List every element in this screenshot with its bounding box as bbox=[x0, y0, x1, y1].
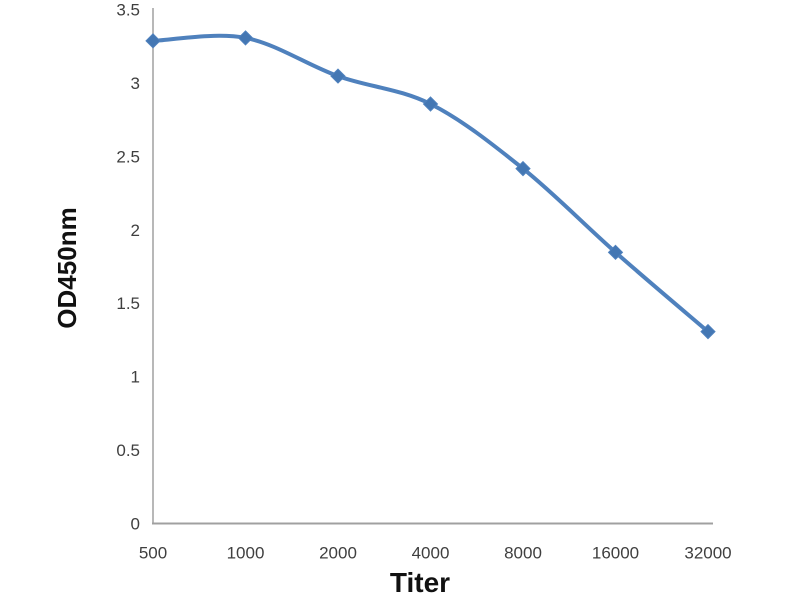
series-line bbox=[151, 33, 710, 334]
y-tick-label: 0 bbox=[131, 515, 140, 534]
y-tick-label: 3 bbox=[131, 74, 140, 93]
data-point-marker bbox=[607, 244, 624, 261]
x-tick-label: 4000 bbox=[412, 544, 450, 563]
x-tick-label: 500 bbox=[139, 544, 167, 563]
x-tick-label: 16000 bbox=[592, 544, 639, 563]
x-tick-label: 1000 bbox=[227, 544, 265, 563]
y-axis-title: OD450nm bbox=[52, 207, 82, 328]
x-axis-tick-labels: 500 1000 2000 4000 8000 16000 32000 bbox=[139, 544, 732, 563]
data-point-marker bbox=[330, 68, 346, 84]
y-tick-label: 2.5 bbox=[116, 147, 140, 166]
data-point-marker bbox=[700, 323, 716, 340]
x-tick-label: 32000 bbox=[684, 544, 731, 563]
y-tick-label: 0.5 bbox=[116, 441, 140, 460]
x-tick-label: 2000 bbox=[319, 544, 357, 563]
y-tick-label: 1.5 bbox=[116, 294, 140, 313]
y-tick-label: 3.5 bbox=[116, 1, 140, 20]
series-markers bbox=[145, 30, 716, 340]
data-point-marker bbox=[145, 33, 161, 49]
data-point-marker bbox=[515, 160, 531, 177]
data-point-marker bbox=[422, 96, 439, 112]
data-point-marker bbox=[237, 30, 254, 46]
x-tick-label: 8000 bbox=[504, 544, 542, 563]
y-axis-tick-labels: 0 0.5 1 1.5 2 2.5 3 3.5 bbox=[116, 1, 140, 534]
y-tick-label: 1 bbox=[131, 368, 140, 387]
x-axis-title: Titer bbox=[390, 567, 450, 598]
y-tick-label: 2 bbox=[131, 221, 140, 240]
